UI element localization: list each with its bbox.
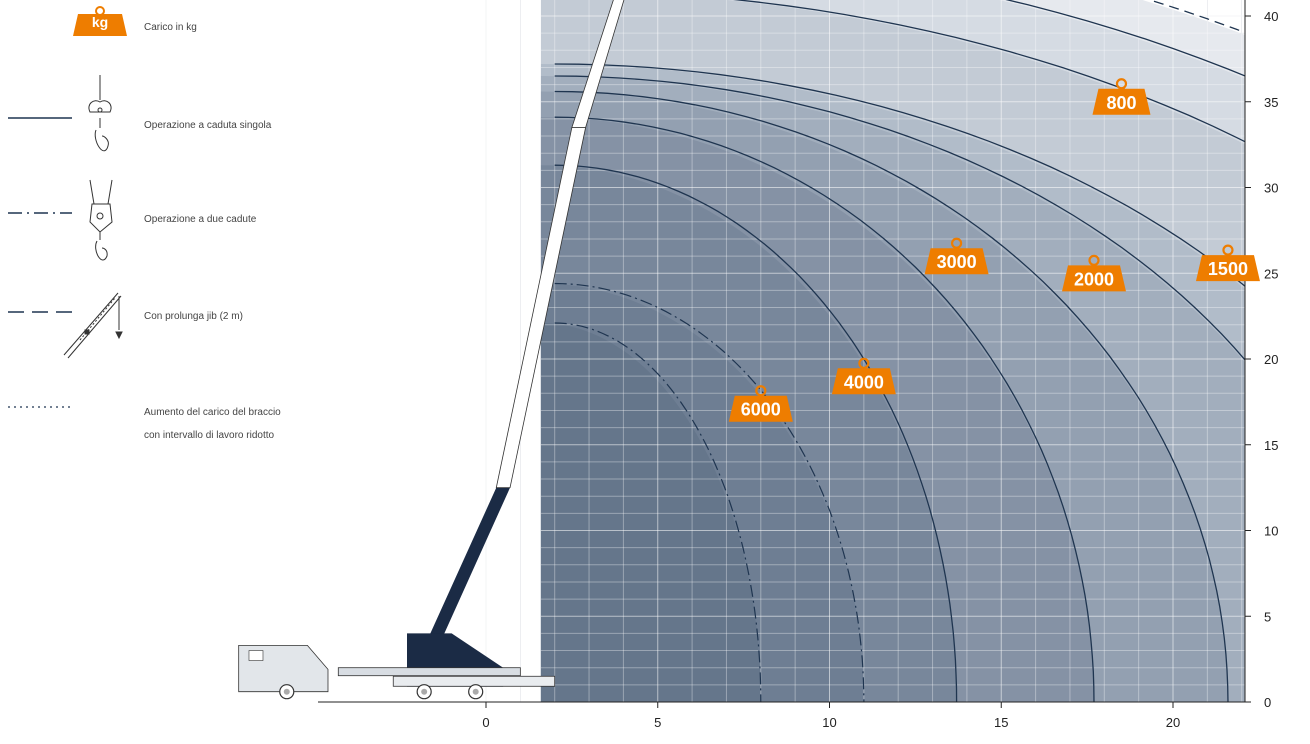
badge-ring bbox=[1088, 254, 1100, 266]
legend-jib-text: Con prolunga jib (2 m) bbox=[144, 311, 243, 322]
load-badge: 800 bbox=[1092, 78, 1151, 115]
badge-ring bbox=[858, 357, 870, 369]
legend-single-fall-text: Operazione a caduta singola bbox=[144, 120, 272, 131]
kg-badge-label: kg bbox=[91, 14, 109, 30]
single-fall-curve bbox=[733, 0, 1245, 143]
x-tick-label: 0 bbox=[482, 715, 489, 730]
crane-truck bbox=[238, 0, 625, 700]
truck-bed bbox=[337, 667, 521, 677]
crane-boom-tip bbox=[571, 0, 625, 128]
badge-ring bbox=[755, 385, 767, 397]
single-fall-curve bbox=[554, 75, 1245, 361]
load-badge: 6000 bbox=[728, 385, 793, 422]
single-fall-curve bbox=[554, 63, 1245, 288]
badge-load-label: 6000 bbox=[741, 400, 781, 420]
truck-wheel-hub bbox=[472, 688, 479, 695]
kg-weight-icon bbox=[73, 6, 127, 36]
badge-load-label: 2000 bbox=[1074, 269, 1114, 289]
legend-double-fall-text: Operazione a due cadute bbox=[144, 214, 257, 225]
badge-ring bbox=[1115, 78, 1128, 90]
y-tick-label: 5 bbox=[1264, 609, 1271, 624]
single-fall-curve bbox=[554, 164, 958, 702]
x-tick-label: 10 bbox=[822, 715, 836, 730]
load-badge: 4000 bbox=[831, 357, 896, 395]
crane-boom-base bbox=[426, 487, 511, 642]
badge-weight-shape bbox=[728, 395, 793, 422]
x-tick-label: 20 bbox=[1166, 715, 1180, 730]
badge-weight-shape bbox=[831, 368, 896, 395]
axes: 051015202530354045 metri0510152025303540 bbox=[318, 0, 1278, 730]
y-tick-label: 25 bbox=[1264, 266, 1278, 281]
grid bbox=[313, 0, 1245, 702]
y-tick-label: 35 bbox=[1264, 95, 1278, 110]
legend: kg Carico in kg Operazione a caduta sing… bbox=[0, 0, 320, 460]
badge-load-label: 3000 bbox=[937, 252, 977, 272]
load-badge: 1500 bbox=[1195, 244, 1260, 282]
y-tick-label: 10 bbox=[1264, 524, 1278, 539]
y-tick-label: 20 bbox=[1264, 352, 1278, 367]
single-fall-curve bbox=[554, 90, 1229, 702]
y-tick-label: 0 bbox=[1264, 695, 1271, 710]
truck-wheel-hub bbox=[283, 688, 290, 695]
load-curves bbox=[554, 0, 1245, 702]
badge-ring bbox=[950, 237, 963, 249]
badge-weight-shape bbox=[1195, 255, 1260, 282]
load-badge: 3000 bbox=[924, 237, 989, 275]
y-tick-label: 40 bbox=[1264, 9, 1278, 24]
legend-graphics bbox=[8, 6, 127, 408]
y-tick-label: 15 bbox=[1264, 438, 1278, 453]
double-fall-curve bbox=[554, 322, 762, 702]
badge-weight-shape bbox=[1092, 88, 1151, 115]
badge-load-label: 1500 bbox=[1208, 259, 1248, 279]
load-badges: 8006000400030002000150010008005004002502… bbox=[728, 78, 1260, 422]
x-tick-label: 15 bbox=[994, 715, 1008, 730]
badge-ring bbox=[1222, 244, 1234, 256]
badge-load-label: 4000 bbox=[844, 372, 884, 392]
load-zone bbox=[540, 322, 761, 702]
legend-kg-text: Carico in kg bbox=[144, 22, 197, 33]
single-fall-curve bbox=[554, 116, 1095, 702]
badge-weight-shape bbox=[1061, 265, 1126, 292]
single-hook-icon bbox=[88, 75, 112, 152]
x-tick-label: 5 bbox=[654, 715, 661, 730]
load-badge: 2000 bbox=[1061, 254, 1126, 292]
truck-wheel-hub bbox=[421, 688, 428, 695]
double-hook-icon bbox=[89, 179, 113, 261]
y-tick-label: 30 bbox=[1264, 181, 1278, 196]
legend-reduced-text-1: Aumento del carico del braccio bbox=[144, 407, 281, 418]
double-fall-curve bbox=[554, 282, 865, 702]
badge-weight-shape bbox=[924, 248, 989, 275]
jib-extension-icon bbox=[63, 292, 123, 359]
badge-load-label: 800 bbox=[1106, 93, 1136, 113]
legend-reduced-text-2: con intervallo di lavoro ridotto bbox=[144, 430, 275, 441]
truck-window bbox=[248, 650, 264, 661]
